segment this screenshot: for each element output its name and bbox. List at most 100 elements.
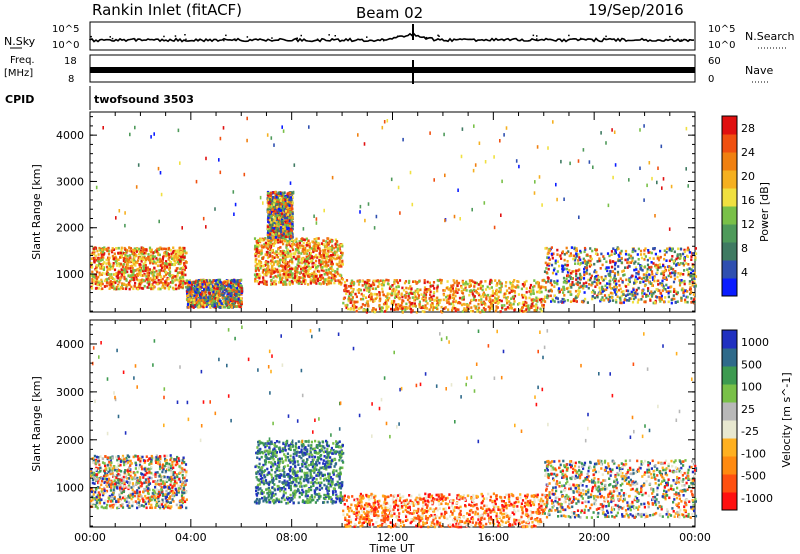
data-cell (190, 293, 193, 296)
data-cell (414, 304, 417, 308)
data-cell (226, 300, 230, 304)
data-cell (183, 263, 186, 267)
data-cell (105, 258, 108, 262)
data-cell (183, 268, 186, 272)
data-cell (188, 280, 191, 284)
data-cell (536, 290, 539, 294)
data-cell (336, 257, 339, 260)
data-cell (284, 250, 287, 254)
data-cell (407, 287, 410, 290)
data-cell (101, 258, 104, 262)
data-cell (387, 305, 390, 309)
data-cell (397, 290, 400, 293)
data-cell (263, 238, 266, 241)
data-cell (202, 284, 205, 288)
data-cell (202, 305, 205, 309)
data-cell (196, 300, 199, 304)
data-cell (308, 242, 311, 245)
data-cell (324, 245, 327, 248)
data-cell (108, 287, 111, 290)
data-cell (694, 247, 697, 250)
data-cell (400, 301, 404, 305)
data-cell (297, 255, 300, 258)
data-cell (161, 277, 164, 281)
data-cell (177, 278, 180, 282)
data-cell (593, 291, 596, 294)
data-cell (309, 282, 312, 285)
data-cell (99, 248, 102, 252)
data-cell (126, 261, 129, 264)
data-cell (218, 303, 221, 306)
data-cell (374, 310, 377, 314)
data-cell (214, 282, 217, 285)
data-cell (160, 275, 163, 279)
data-cell (99, 267, 102, 270)
data-cell (203, 302, 206, 305)
data-cell (513, 279, 516, 282)
data-cell (277, 247, 280, 251)
data-cell (286, 270, 289, 273)
data-cell (150, 271, 153, 275)
data-cell (122, 282, 125, 286)
data-cell (279, 228, 283, 232)
data-cell (203, 280, 206, 283)
data-cell (152, 287, 155, 291)
data-cell (529, 290, 532, 293)
data-cell (223, 285, 226, 288)
data-cell (289, 191, 292, 195)
data-cell (277, 234, 280, 238)
freq-label: Freq. (10, 55, 35, 66)
data-cell (474, 281, 477, 284)
data-cell (194, 283, 197, 287)
data-cell (205, 305, 208, 308)
data-cell (132, 269, 135, 272)
data-cell (401, 307, 404, 310)
data-cell (147, 253, 150, 256)
data-cell (115, 247, 118, 250)
data-cell (291, 280, 294, 284)
nsky-dot (438, 35, 440, 37)
data-cell (348, 285, 351, 288)
data-cell (444, 306, 447, 309)
data-cell (488, 306, 491, 310)
data-cell (495, 305, 498, 308)
data-cell (268, 251, 271, 255)
data-cell (228, 305, 231, 309)
data-cell (211, 296, 214, 300)
data-cell (140, 286, 143, 290)
data-cell (412, 280, 415, 283)
data-cell (135, 278, 138, 281)
data-cell (277, 207, 280, 211)
data-cell (302, 272, 305, 276)
data-cell (133, 285, 136, 288)
data-cell (532, 286, 535, 289)
data-cell (98, 273, 101, 277)
data-cell (240, 278, 243, 282)
data-cell (187, 294, 190, 297)
data-cell (573, 254, 576, 258)
data-cell (126, 258, 129, 262)
data-cell (617, 279, 620, 283)
data-cell (211, 304, 214, 307)
data-cell (284, 196, 288, 199)
data-cell (264, 253, 267, 256)
nsky-dot (680, 39, 682, 41)
data-cell (183, 249, 186, 253)
data-cell (122, 263, 125, 266)
data-cell (105, 265, 108, 269)
data-cell (288, 282, 291, 285)
data-cell (451, 307, 454, 310)
data-cell (261, 280, 264, 284)
data-cell (553, 281, 556, 285)
data-cell (280, 203, 283, 206)
data-cell (403, 281, 407, 285)
data-cell (268, 233, 271, 236)
data-cell (104, 272, 107, 275)
data-cell (505, 299, 508, 302)
data-cell (289, 231, 292, 235)
data-cell (106, 277, 109, 281)
data-cell (171, 263, 174, 266)
data-cell (445, 295, 448, 299)
data-cell (613, 272, 617, 275)
data-cell (417, 294, 420, 297)
